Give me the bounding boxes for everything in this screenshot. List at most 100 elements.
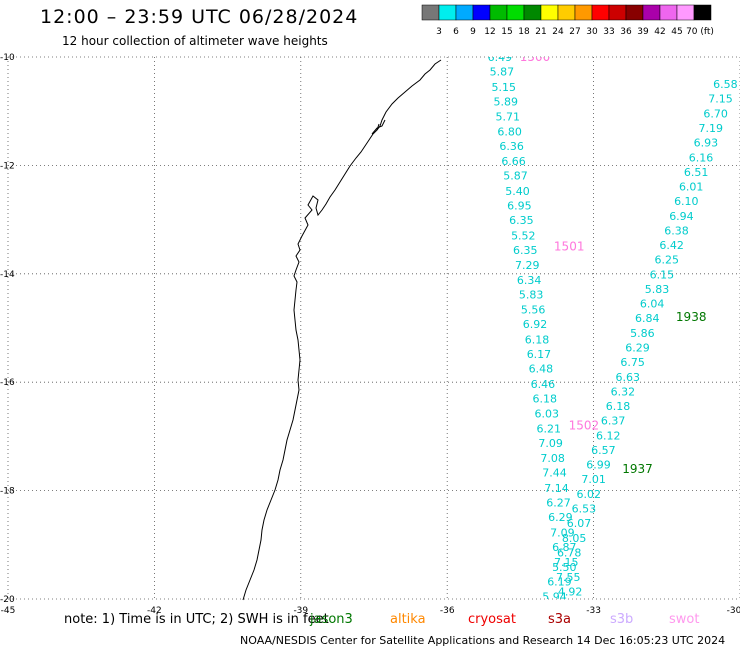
wave-height-value: 6.94 — [669, 210, 694, 223]
track-time-label: 1501 — [554, 240, 585, 254]
credit-footer: NOAA/NESDIS Center for Satellite Applica… — [240, 634, 726, 647]
wave-height-value: 8.05 — [562, 532, 587, 545]
wave-height-value: 6.29 — [625, 342, 650, 355]
wave-height-value: 6.18 — [606, 400, 631, 413]
lat-tick-label: -20 — [0, 595, 15, 605]
track-time-label: 1938 — [676, 310, 707, 324]
wave-height-value: 7.15 — [708, 93, 733, 106]
wave-height-value: 6.37 — [601, 415, 626, 428]
wave-height-value: 6.84 — [635, 312, 660, 325]
wave-height-value: 6.15 — [650, 268, 675, 281]
wave-height-value: 6.46 — [531, 378, 556, 391]
wave-height-value: 6.35 — [509, 214, 534, 227]
wave-height-value: 4.92 — [558, 585, 583, 598]
satellite-legend: note: 1) Time is in UTC; 2) SWH is in fe… — [0, 612, 740, 630]
wave-height-value: 5.50 — [552, 561, 577, 574]
colorbar-tick-label: 24 — [552, 27, 564, 37]
wave-height-value: 5.40 — [505, 185, 530, 198]
map-axes: -45 -42 -39 -36 -33 -30 -10 -12 -14 -16 -18 -20 — [0, 53, 740, 616]
colorbar-tick-label: 30 — [586, 27, 598, 37]
colorbar-tick-label: 70 (ft) — [686, 27, 714, 37]
wave-height-value: 6.35 — [513, 244, 538, 257]
colorbar-tick-label: 27 — [569, 27, 580, 37]
wave-height-value: 6.70 — [703, 107, 728, 120]
wave-height-value: 6.63 — [616, 371, 641, 384]
wave-height-value: 6.38 — [664, 224, 689, 237]
colorbar-tick-label: 3 — [436, 27, 442, 37]
wave-height-value: 6.66 — [501, 155, 526, 168]
wave-height-value: 5.15 — [492, 81, 517, 94]
colorbar-tick-label: 33 — [603, 27, 614, 37]
wave-height-value: 6.16 — [689, 151, 714, 164]
colorbar-tick-label: 36 — [620, 27, 632, 37]
map-title: 12:00 – 23:59 UTC 06/28/2024 — [40, 6, 359, 28]
wave-height-value: 6.10 — [674, 195, 699, 208]
wave-height-value: 7.29 — [515, 259, 540, 272]
wave-height-value: 6.87 — [552, 541, 577, 554]
track-time-label: 1502 — [569, 419, 600, 433]
wave-height-value: 6.48 — [529, 363, 554, 376]
wave-height-value: 7.55 — [556, 571, 581, 584]
wave-height-value: 6.01 — [679, 181, 704, 194]
track-time-label: 1500 — [520, 50, 551, 64]
wave-height-value: 7.14 — [544, 482, 569, 495]
lon-tick-label: -33 — [586, 606, 601, 616]
wave-height-colorbar: 3 6 9 12 15 18 21 24 27 30 33 36 39 42 45 70 (ft) — [421, 4, 714, 37]
north-coast-detail — [371, 119, 386, 135]
wave-height-value: 6.75 — [620, 356, 645, 369]
wave-height-value: 6.27 — [546, 497, 571, 510]
wave-height-value: 6.34 — [517, 274, 542, 287]
track-time-label: 1937 — [622, 462, 653, 476]
wave-height-value: 5.83 — [645, 283, 670, 296]
wave-height-value: 6.12 — [596, 429, 621, 442]
wave-height-value: 6.53 — [572, 502, 597, 515]
wave-height-value: 6.78 — [557, 546, 582, 559]
colorbar-tick-label: 39 — [637, 27, 649, 37]
wave-height-value: 6.18 — [533, 392, 558, 405]
wave-height-value: 6.19 — [547, 576, 572, 589]
colorbar-swatch — [693, 4, 712, 21]
units-note: note: 1) Time is in UTC; 2) SWH is in fe… — [64, 612, 329, 627]
wave-height-value: 6.04 — [640, 298, 665, 311]
wave-height-value: 6.29 — [548, 511, 573, 524]
wave-height-value: 7.19 — [698, 122, 723, 135]
lat-tick-label: -18 — [0, 487, 15, 497]
legend-jason3: jason3 — [310, 612, 353, 627]
wave-height-value: 6.42 — [659, 239, 684, 252]
lon-tick-label: -45 — [1, 606, 16, 616]
wave-height-value: 6.58 — [713, 78, 738, 91]
wave-height-value: 6.93 — [694, 137, 719, 150]
wave-height-value: 6.32 — [611, 385, 636, 398]
wave-height-value: 7.09 — [550, 526, 575, 539]
lat-tick-label: -16 — [0, 378, 15, 388]
lat-tick-label: -14 — [0, 270, 15, 280]
altimeter-tracks: 6.49 5.87 5.155.89 5.716.80 6.36 6.66 5.87 5.40… — [488, 50, 738, 599]
lon-tick-label: -36 — [440, 606, 455, 616]
wave-height-value: 6.02 — [576, 488, 601, 501]
wave-height-value: 6.57 — [591, 444, 616, 457]
wave-height-value: 7.01 — [581, 473, 606, 486]
wave-height-value: 6.21 — [536, 422, 561, 435]
colorbar-tick-label: 45 — [671, 27, 682, 37]
wave-height-value: 6.17 — [527, 348, 552, 361]
lat-tick-label: -10 — [0, 53, 15, 63]
legend-s3b: s3b — [610, 612, 634, 627]
colorbar-tick-label: 9 — [470, 27, 476, 37]
wave-height-value: 6.07 — [567, 517, 592, 530]
wave-height-value: 6.18 — [525, 333, 550, 346]
brazil-coastline — [242, 59, 442, 601]
legend-swot: swot — [669, 612, 700, 627]
colorbar-tick-label: 12 — [484, 27, 495, 37]
legend-cryosat: cryosat — [468, 612, 516, 627]
wave-height-value: 6.92 — [523, 318, 548, 331]
wave-height-value: 7.09 — [538, 437, 563, 450]
colorbar-tick-label: 6 — [453, 27, 459, 37]
wave-height-value: 6.99 — [586, 459, 611, 472]
colorbar-tick-label: 15 — [501, 27, 512, 37]
lon-tick-label: -30 — [727, 606, 740, 616]
wave-height-value: 5.89 — [494, 95, 519, 108]
wave-height-value: 5.87 — [490, 66, 515, 79]
wave-height-value: 7.15 — [554, 556, 579, 569]
